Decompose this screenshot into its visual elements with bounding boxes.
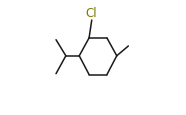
Text: Cl: Cl bbox=[85, 7, 97, 20]
